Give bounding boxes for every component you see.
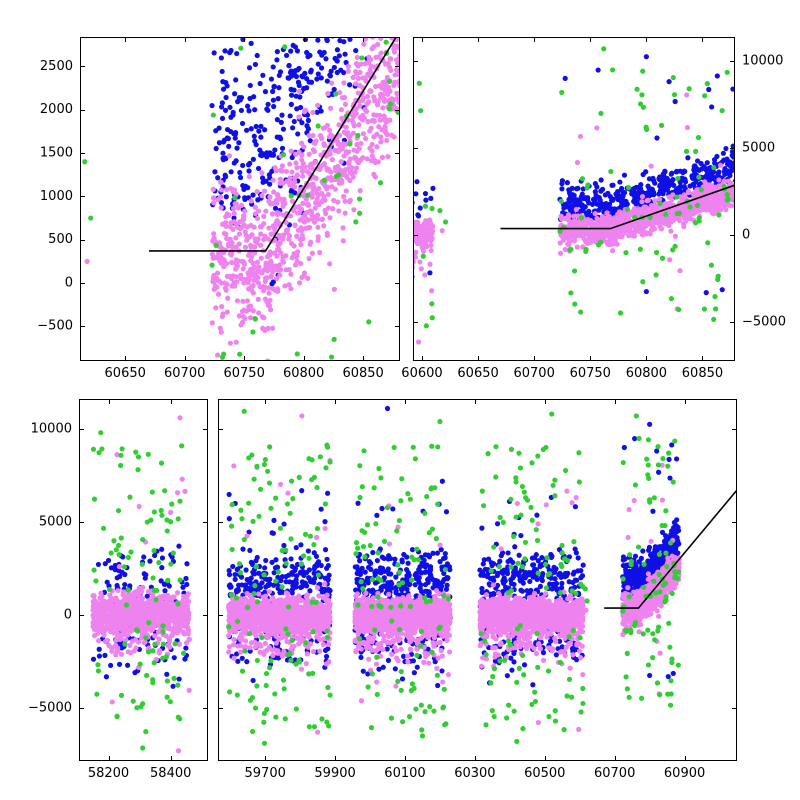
light-curve-figure: BLG41N0808.005106 (8425.03, 9065.73) 3 4… — [0, 0, 800, 800]
light-curve-canvas — [0, 0, 800, 800]
